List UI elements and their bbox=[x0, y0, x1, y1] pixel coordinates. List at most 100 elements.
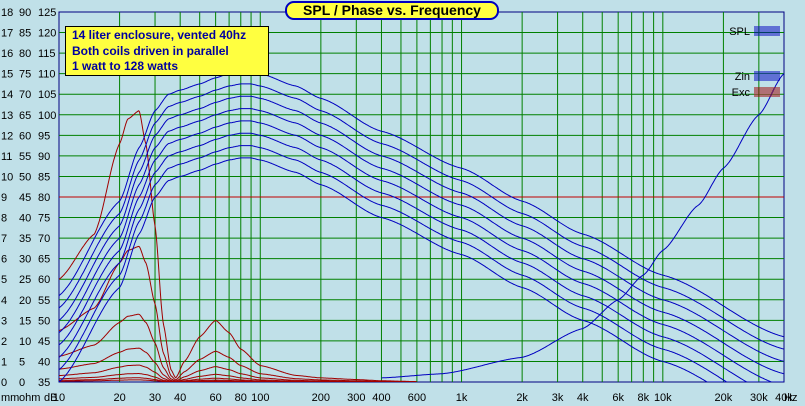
spl-curve-18db bbox=[59, 83, 784, 350]
y-tick-dB-100: 100 bbox=[38, 110, 56, 122]
x-tick-20: 20 bbox=[113, 392, 125, 404]
x-tick-300: 300 bbox=[347, 392, 365, 404]
y-tick-ohm-25: 25 bbox=[19, 274, 31, 286]
y-tick-mm-11: 11 bbox=[1, 151, 12, 163]
y-tick-dB-90: 90 bbox=[38, 151, 50, 163]
y-tick-dB-40: 40 bbox=[38, 356, 50, 368]
x-tick-3k: 3k bbox=[552, 392, 564, 404]
y-tick-dB-115: 115 bbox=[38, 48, 56, 60]
y-tick-mm-1: 1 bbox=[1, 356, 7, 368]
spl-curve-15db bbox=[59, 95, 784, 362]
y-tick-mm-8: 8 bbox=[1, 213, 7, 225]
y-tick-ohm-40: 40 bbox=[19, 213, 31, 225]
legend-label-spl: SPL bbox=[729, 26, 750, 38]
y-tick-mm-18: 18 bbox=[1, 7, 13, 19]
note-line-1: 14 liter enclosure, vented 40hz bbox=[72, 28, 247, 42]
y-tick-mm-4: 4 bbox=[1, 295, 7, 307]
y-tick-mm-7: 7 bbox=[1, 233, 7, 245]
x-axis-labels: 10 20 30 40 60 80 100 200 300 400 600 1k 2k 3k 4k 6k 8k 1… bbox=[53, 392, 798, 404]
y-tick-dB-75: 75 bbox=[38, 213, 50, 225]
x-tick-200: 200 bbox=[312, 392, 330, 404]
y-tick-dB-35: 35 bbox=[38, 377, 50, 389]
x-tick-40: 40 bbox=[174, 392, 186, 404]
x-tick-30: 30 bbox=[149, 392, 161, 404]
y-tick-ohm-60: 60 bbox=[19, 130, 31, 142]
y-tick-dB-105: 105 bbox=[38, 89, 56, 101]
x-tick-1k: 1k bbox=[456, 392, 468, 404]
x-tick-20k: 20k bbox=[715, 392, 733, 404]
y-tick-dB-110: 110 bbox=[38, 69, 56, 81]
y-tick-mm-17: 17 bbox=[1, 28, 13, 40]
y-tick-ohm-5: 5 bbox=[19, 356, 25, 368]
x-tick-60: 60 bbox=[209, 392, 221, 404]
zin-curve bbox=[381, 73, 784, 379]
y-tick-dB-65: 65 bbox=[38, 254, 50, 266]
unit-label-ohm: ohm bbox=[19, 392, 40, 404]
x-tick-10k: 10k bbox=[654, 392, 672, 404]
unit-label-mm: mm bbox=[1, 392, 19, 404]
y-tick-dB-125: 125 bbox=[38, 7, 56, 19]
y-tick-mm-9: 9 bbox=[1, 192, 7, 204]
y-tick-dB-55: 55 bbox=[38, 295, 50, 307]
y-tick-ohm-75: 75 bbox=[19, 69, 31, 81]
y-tick-ohm-45: 45 bbox=[19, 192, 31, 204]
spl-curve-0db bbox=[59, 157, 784, 382]
impedance-curve bbox=[381, 73, 784, 379]
x-tick-80: 80 bbox=[235, 392, 247, 404]
y-tick-dB-60: 60 bbox=[38, 274, 50, 286]
y-tick-ohm-30: 30 bbox=[19, 254, 31, 266]
y-tick-ohm-80: 80 bbox=[19, 48, 31, 60]
y-tick-ohm-70: 70 bbox=[19, 89, 31, 101]
y-tick-mm-16: 16 bbox=[1, 48, 13, 60]
y-tick-dB-85: 85 bbox=[38, 171, 50, 183]
x-tick-10: 10 bbox=[53, 392, 65, 404]
y-tick-ohm-85: 85 bbox=[19, 28, 31, 40]
x-tick-400: 400 bbox=[372, 392, 390, 404]
y-tick-ohm-65: 65 bbox=[19, 110, 31, 122]
y-tick-mm-13: 13 bbox=[1, 110, 13, 122]
legend-label-zin: Zin bbox=[735, 71, 750, 83]
exc-curve-128w bbox=[59, 110, 417, 382]
y-tick-ohm-50: 50 bbox=[19, 171, 31, 183]
exc-curve-32w bbox=[59, 313, 417, 382]
x-tick-Hz: Hz bbox=[784, 392, 797, 404]
enclosure-note: 14 liter enclosure, vented 40hz Both coi… bbox=[65, 26, 269, 76]
y-tick-dB-45: 45 bbox=[38, 336, 50, 348]
spl-curve-6db bbox=[59, 132, 784, 382]
y-tick-ohm-55: 55 bbox=[19, 151, 31, 163]
chart-title: SPL / Phase vs. Frequency bbox=[285, 1, 499, 20]
y-tick-dB-120: 120 bbox=[38, 28, 56, 40]
y-tick-dB-50: 50 bbox=[38, 315, 50, 327]
note-line-2: Both coils driven in parallel bbox=[72, 43, 229, 58]
y-tick-ohm-15: 15 bbox=[19, 315, 31, 327]
y-tick-mm-15: 15 bbox=[1, 69, 13, 81]
x-tick-8k: 8k bbox=[638, 392, 650, 404]
x-tick-40k: 40k bbox=[775, 392, 793, 404]
unit-label-db: dB bbox=[44, 392, 57, 404]
y-tick-dB-70: 70 bbox=[38, 233, 50, 245]
spl-curves bbox=[59, 71, 784, 382]
y-tick-mm-6: 6 bbox=[1, 254, 7, 266]
y-tick-mm-2: 2 bbox=[1, 336, 7, 348]
y-tick-mm-10: 10 bbox=[1, 171, 13, 183]
y-tick-ohm-90: 90 bbox=[19, 7, 31, 19]
y-tick-ohm-20: 20 bbox=[19, 295, 31, 307]
x-tick-30k: 30k bbox=[750, 392, 768, 404]
y-tick-dB-80: 80 bbox=[38, 192, 50, 204]
legend-label-exc: Exc bbox=[732, 87, 751, 99]
y-tick-ohm-0: 0 bbox=[19, 377, 25, 389]
y-tick-dB-95: 95 bbox=[38, 130, 50, 142]
spl-curve-3db bbox=[59, 145, 784, 382]
y-tick-mm-14: 14 bbox=[1, 89, 13, 101]
y-tick-mm-5: 5 bbox=[1, 274, 7, 286]
x-tick-600: 600 bbox=[408, 392, 426, 404]
x-tick-6k: 6k bbox=[612, 392, 624, 404]
x-tick-2k: 2k bbox=[516, 392, 528, 404]
y-tick-ohm-10: 10 bbox=[19, 336, 31, 348]
y-tick-mm-3: 3 bbox=[1, 315, 7, 327]
legend: SPL Zin Exc bbox=[729, 26, 780, 99]
spl-curve-21db bbox=[59, 71, 784, 338]
x-tick-100: 100 bbox=[251, 392, 269, 404]
y-tick-ohm-35: 35 bbox=[19, 233, 31, 245]
